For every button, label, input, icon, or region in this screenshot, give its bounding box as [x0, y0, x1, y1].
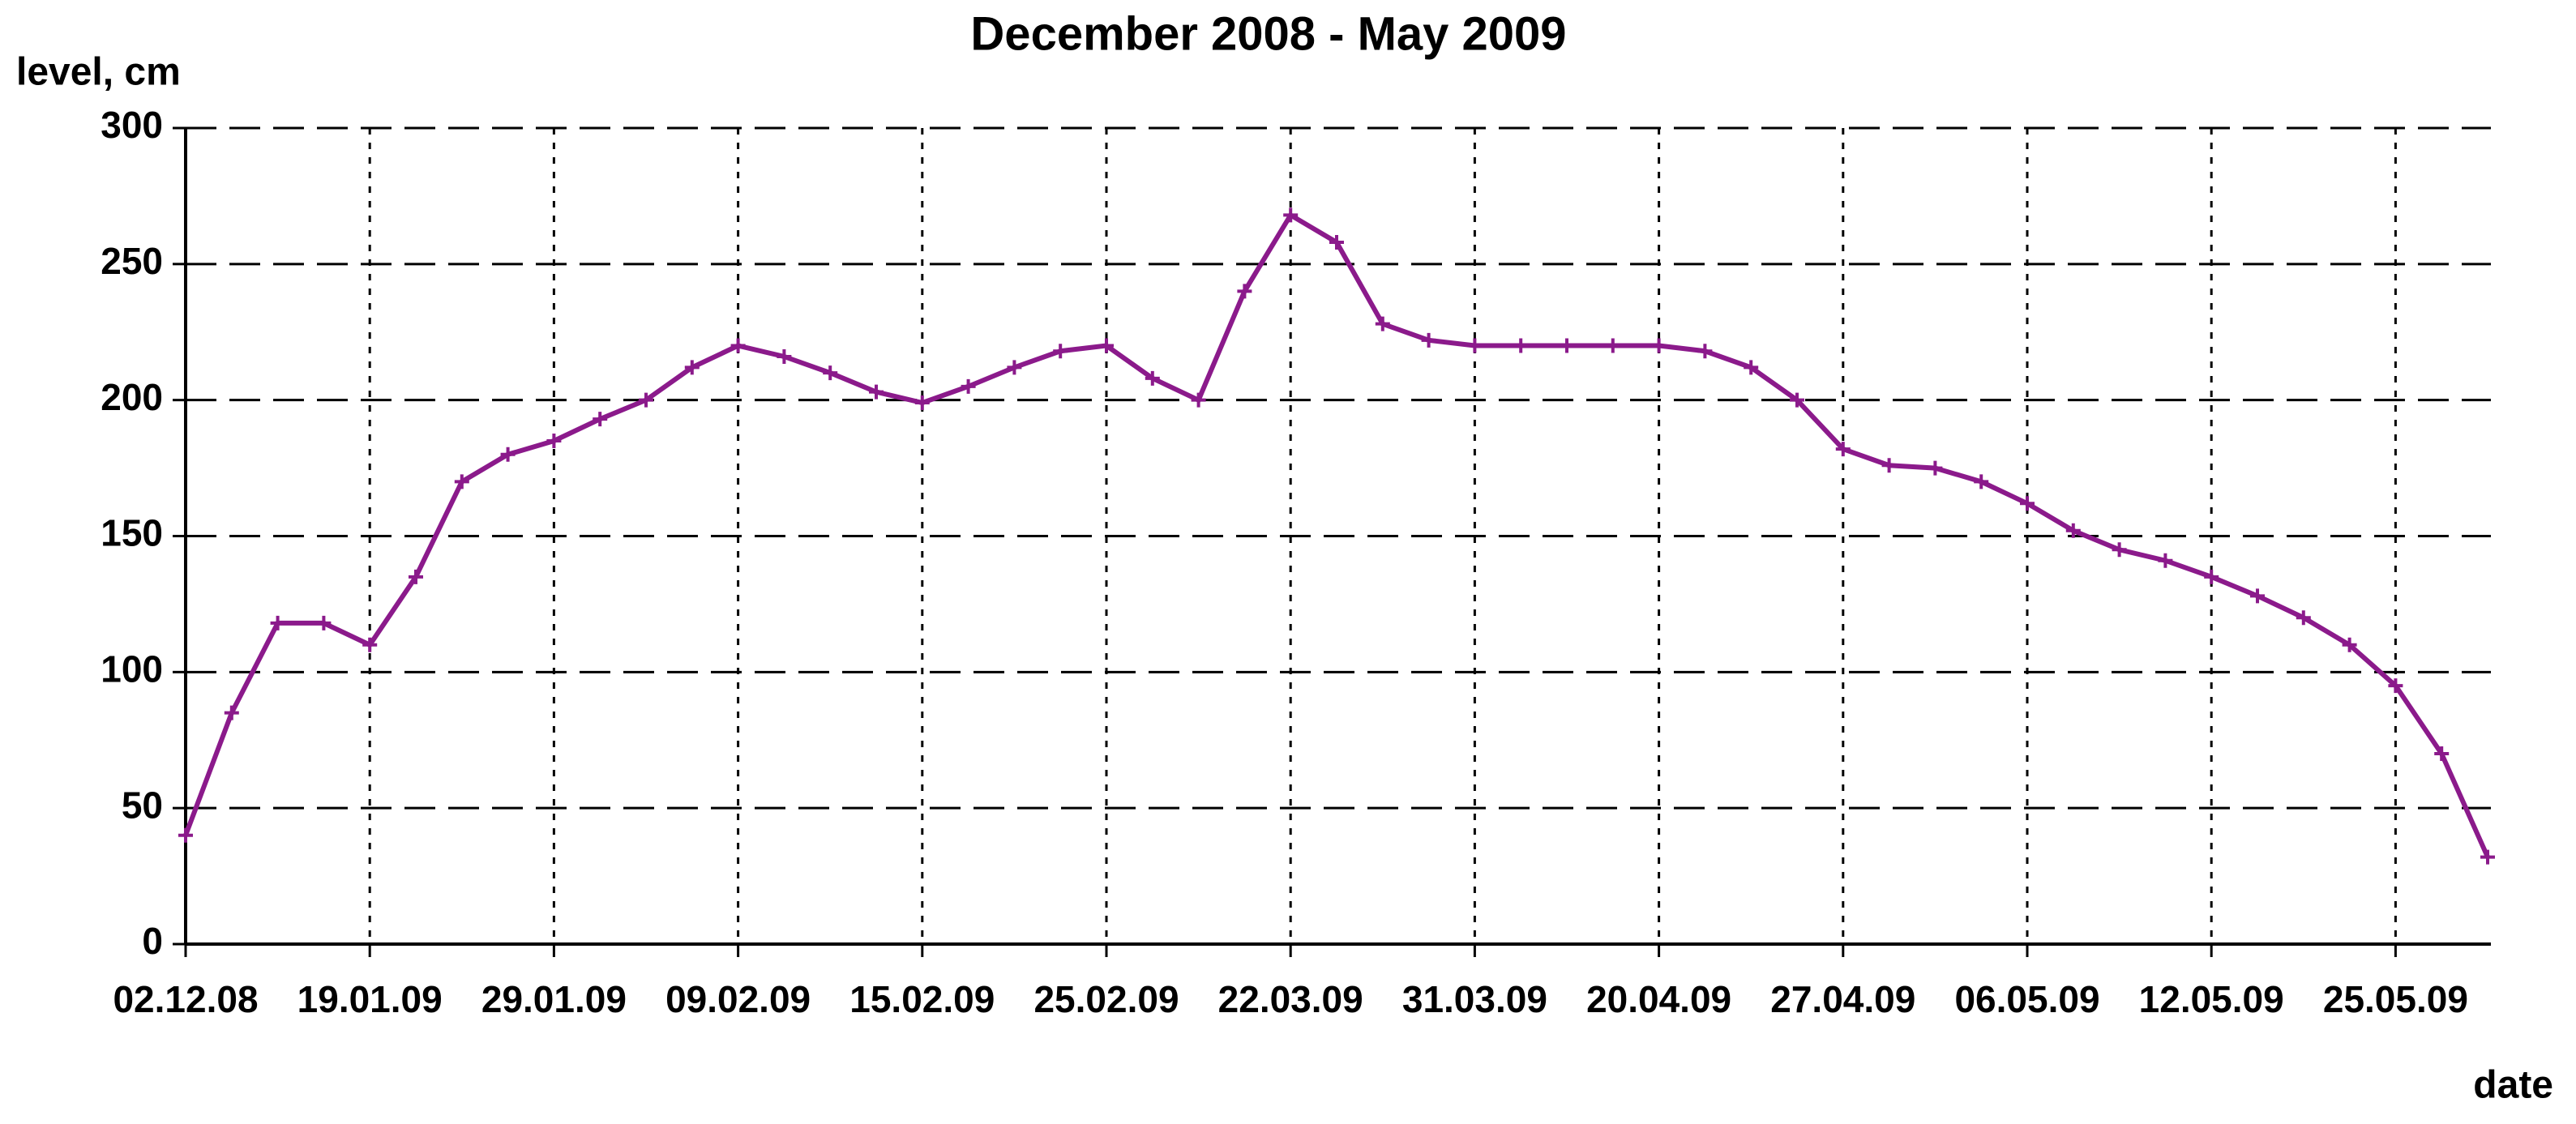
point-marker: [777, 348, 792, 364]
point-marker: [362, 637, 378, 652]
point-marker: [1881, 458, 1897, 473]
point-marker: [2020, 496, 2035, 511]
y-tick-label: 200: [101, 376, 163, 418]
x-tick-label: 02.12.08: [113, 978, 258, 1020]
x-tick-label: 20.04.09: [1586, 978, 1731, 1020]
point-marker: [1007, 360, 1022, 375]
point-marker: [409, 569, 423, 584]
chart-title: December 2008 - May 2009: [970, 7, 1566, 60]
point-marker: [2342, 637, 2357, 652]
point-marker: [1513, 338, 1529, 353]
x-tick-label: 15.02.09: [849, 978, 995, 1020]
point-marker: [2250, 588, 2265, 604]
y-axis-label: level, cm: [16, 51, 181, 94]
point-marker: [1467, 338, 1483, 353]
point-marker: [316, 615, 332, 630]
point-marker: [178, 827, 193, 843]
y-tick-label: 150: [101, 512, 163, 554]
point-marker: [1237, 284, 1252, 299]
x-tick-label: 09.02.09: [665, 978, 811, 1020]
point-marker: [1283, 207, 1299, 223]
y-tick-label: 0: [142, 920, 163, 962]
x-tick-label: 25.02.09: [1033, 978, 1179, 1020]
point-marker: [2204, 569, 2219, 584]
y-tick-label: 50: [122, 784, 163, 826]
point-marker: [2434, 746, 2450, 762]
y-tick-label: 100: [101, 647, 163, 690]
point-marker: [684, 360, 700, 375]
point-marker: [454, 474, 469, 489]
point-marker: [730, 338, 746, 353]
point-marker: [593, 412, 608, 427]
point-marker: [914, 395, 930, 411]
point-marker: [1329, 234, 1344, 250]
point-marker: [1053, 344, 1068, 359]
point-marker: [1790, 392, 1804, 408]
x-tick-label: 22.03.09: [1218, 978, 1363, 1020]
point-marker: [1651, 338, 1667, 353]
x-tick-label: 27.04.09: [1770, 978, 1915, 1020]
point-marker: [2112, 542, 2127, 558]
y-tick-label: 300: [101, 104, 163, 146]
x-tick-label: 31.03.09: [1402, 978, 1547, 1020]
x-tick-label: 12.05.09: [2139, 978, 2284, 1020]
point-marker: [2388, 678, 2403, 694]
point-marker: [2065, 523, 2081, 538]
point-marker: [1974, 474, 1989, 489]
point-marker: [1697, 344, 1713, 359]
point-marker: [1421, 332, 1436, 348]
point-marker: [1191, 392, 1206, 408]
point-marker: [1099, 338, 1114, 353]
point-marker: [869, 384, 884, 400]
point-marker: [1145, 370, 1160, 386]
point-marker: [224, 705, 239, 720]
point-marker: [1744, 360, 1759, 375]
x-tick-label: 25.05.09: [2323, 978, 2468, 1020]
point-marker: [2158, 553, 2173, 568]
point-marker: [2296, 610, 2311, 626]
point-marker: [500, 447, 516, 462]
x-tick-label: 29.01.09: [481, 978, 627, 1020]
x-tick-label: 06.05.09: [1954, 978, 2099, 1020]
point-marker: [1375, 316, 1390, 331]
point-marker: [1835, 442, 1851, 457]
point-marker: [1605, 338, 1620, 353]
point-marker: [823, 365, 838, 381]
point-marker: [961, 378, 976, 394]
point-marker: [546, 434, 562, 449]
point-marker: [2480, 849, 2495, 865]
x-axis-label: date: [2473, 1064, 2553, 1107]
x-tick-label: 19.01.09: [297, 978, 443, 1020]
point-marker: [1928, 460, 1943, 476]
y-tick-label: 250: [101, 240, 163, 282]
point-marker: [270, 615, 285, 630]
point-marker: [639, 392, 653, 408]
point-marker: [1560, 338, 1574, 353]
